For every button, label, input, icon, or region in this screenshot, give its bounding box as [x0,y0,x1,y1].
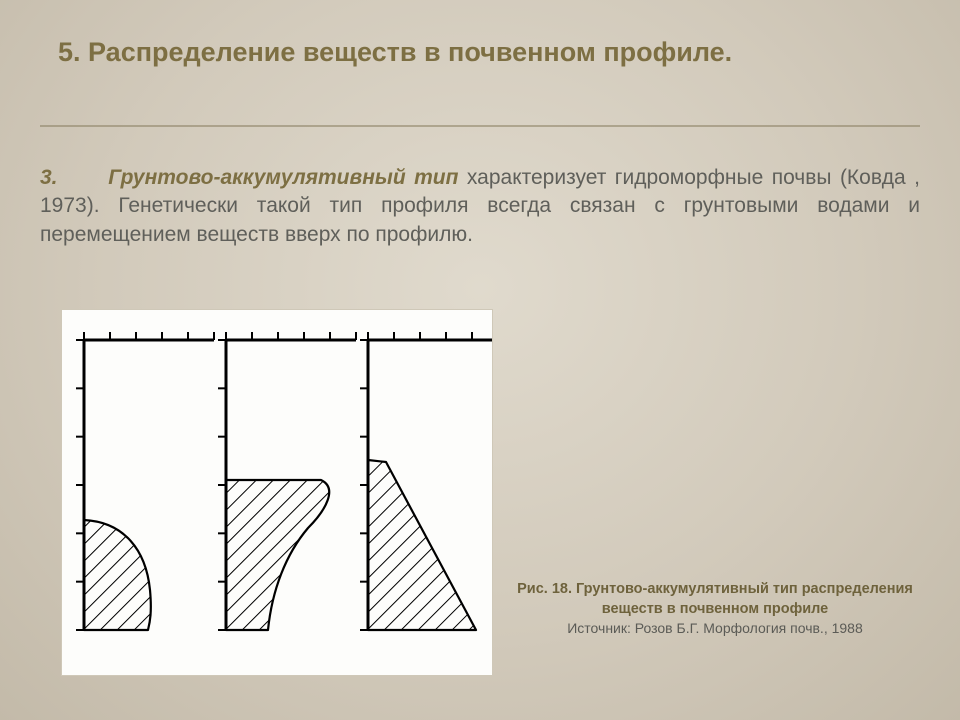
slide-title: 5. Распределение веществ в почвенном про… [58,36,888,69]
figure-caption: Рис. 18. Грунтово-аккумулятивный тип рас… [500,580,930,638]
body-paragraph: 3. Грунтово-аккумулятивный тип характери… [40,164,920,249]
body-lead-term: Грунтово-аккумулятивный тип [108,166,458,189]
body-lead-number: 3. [40,166,58,189]
soil-profile-figure [62,310,492,675]
caption-title: Рис. 18. Грунтово-аккумулятивный тип рас… [500,580,930,619]
figure-svg [62,310,492,675]
horizontal-rule [40,125,920,127]
caption-source: Источник: Розов Б.Г. Морфология почв., 1… [500,619,930,638]
